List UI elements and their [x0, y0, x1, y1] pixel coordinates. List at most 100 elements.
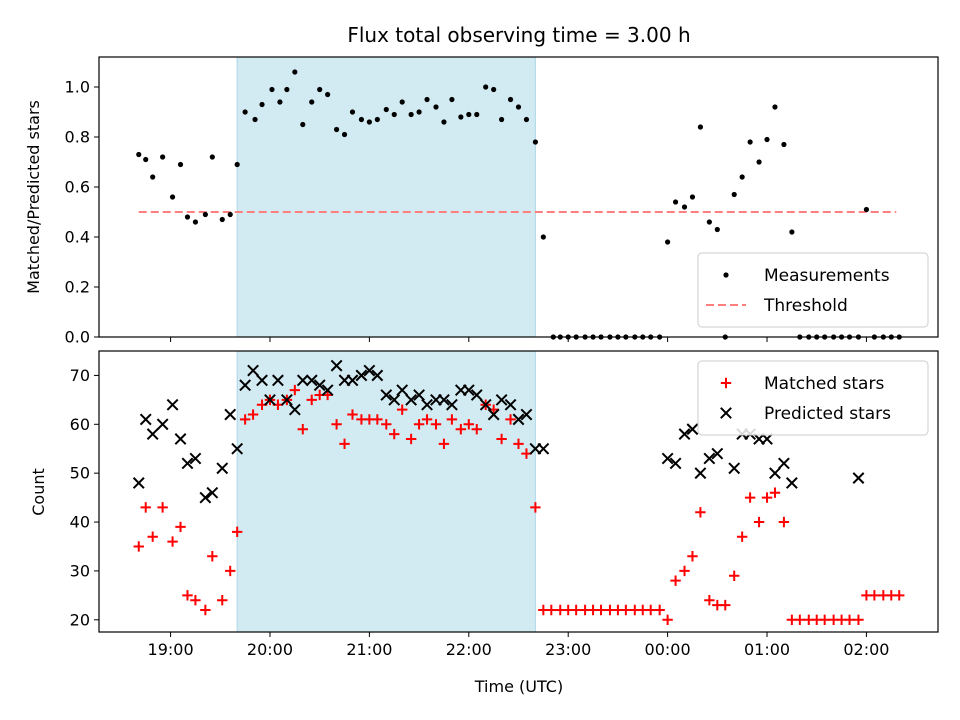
data-point — [231, 442, 244, 455]
y-tick-label: 40 — [70, 513, 90, 532]
data-point — [339, 438, 350, 450]
data-point — [523, 116, 530, 123]
data-point — [252, 116, 258, 123]
data-point — [277, 99, 283, 105]
data-point — [227, 211, 233, 218]
data-point — [662, 614, 673, 625]
y-tick-label: 70 — [70, 366, 90, 385]
data-point — [441, 119, 447, 125]
data-point — [305, 374, 318, 387]
data-point — [446, 414, 458, 425]
data-point — [296, 374, 309, 387]
data-point — [297, 423, 308, 435]
data-point — [292, 69, 298, 75]
ratio-panel: 0.0 0.2 0.4 0.6 0.8 1.0 Measurements Threshold — [65, 56, 939, 347]
data-point — [532, 139, 538, 145]
data-point — [463, 419, 474, 430]
x-tick-label: 01:00 — [744, 640, 790, 659]
data-point — [504, 398, 517, 411]
y-tick-label: 1.0 — [65, 78, 90, 97]
data-point — [678, 428, 691, 440]
data-point — [620, 604, 632, 616]
data-point — [231, 526, 243, 538]
data-point — [570, 604, 582, 616]
data-point — [371, 369, 384, 382]
y-tick-label: 50 — [70, 464, 90, 483]
data-point — [309, 99, 315, 105]
data-point — [313, 379, 326, 392]
data-point — [711, 447, 724, 460]
data-point — [445, 398, 458, 411]
data-point — [852, 472, 865, 484]
data-point — [349, 109, 356, 115]
data-point — [772, 104, 778, 110]
data-point — [853, 614, 864, 625]
data-point — [341, 131, 348, 138]
data-point — [695, 507, 706, 518]
data-point — [209, 154, 215, 160]
data-point — [785, 477, 798, 489]
legend-label: Threshold — [763, 296, 848, 316]
count-panel: 20 30 40 50 60 70 19:00 20:00 21:00 22:00 23:00 00:… — [70, 350, 939, 659]
data-point — [347, 409, 358, 420]
data-point — [466, 111, 472, 118]
axes-frame — [98, 56, 939, 338]
data-point — [189, 452, 202, 465]
data-point — [863, 206, 870, 213]
x-tick-label: 20:00 — [247, 640, 293, 659]
data-point — [421, 398, 433, 411]
data-point — [704, 595, 715, 606]
data-point — [739, 174, 745, 180]
data-point — [819, 614, 830, 625]
data-point — [239, 379, 252, 392]
data-point — [505, 414, 516, 425]
data-point — [731, 191, 737, 198]
data-point — [672, 199, 679, 205]
data-point — [133, 541, 144, 552]
legend-marker — [720, 407, 732, 419]
data-point — [140, 502, 151, 513]
legend-label: Matched stars — [764, 374, 884, 394]
data-point — [381, 419, 392, 430]
data-point — [495, 393, 508, 406]
data-point — [744, 492, 756, 503]
y-tick-label: 0.0 — [65, 328, 90, 347]
data-point — [645, 604, 656, 616]
data-point — [355, 369, 368, 382]
chart-title: Flux total observing time = 3.00 h — [347, 23, 690, 47]
data-point — [289, 384, 301, 396]
data-point — [405, 393, 418, 406]
data-point — [396, 384, 409, 397]
data-point — [714, 226, 720, 233]
data-point — [333, 126, 340, 133]
data-point — [132, 477, 145, 489]
data-point — [778, 457, 790, 470]
data-point — [363, 364, 376, 377]
data-point — [219, 216, 225, 223]
legend: Matched stars Predicted stars — [697, 360, 929, 436]
data-point — [438, 393, 450, 406]
x-tick-label: 23:00 — [545, 640, 591, 659]
bottom-y-axis-label: Count — [29, 468, 48, 516]
data-point — [358, 116, 365, 123]
data-point — [346, 374, 359, 387]
data-point — [190, 595, 201, 606]
x-tick-label: 02:00 — [843, 640, 889, 659]
data-point — [234, 161, 240, 168]
y-tick-label: 30 — [70, 561, 90, 580]
y-tick-label: 60 — [70, 415, 90, 434]
data-point — [689, 194, 696, 200]
data-point — [396, 404, 408, 415]
data-point — [408, 111, 414, 118]
data-point — [175, 521, 186, 533]
top-y-axis-label: Matched/Predicted stars — [24, 100, 43, 294]
data-point — [491, 86, 497, 93]
data-point — [380, 389, 393, 401]
data-point — [697, 124, 704, 130]
data-point — [706, 219, 712, 225]
data-point — [670, 575, 681, 586]
data-point — [306, 394, 317, 406]
data-point — [288, 403, 301, 416]
data-point — [654, 604, 665, 616]
